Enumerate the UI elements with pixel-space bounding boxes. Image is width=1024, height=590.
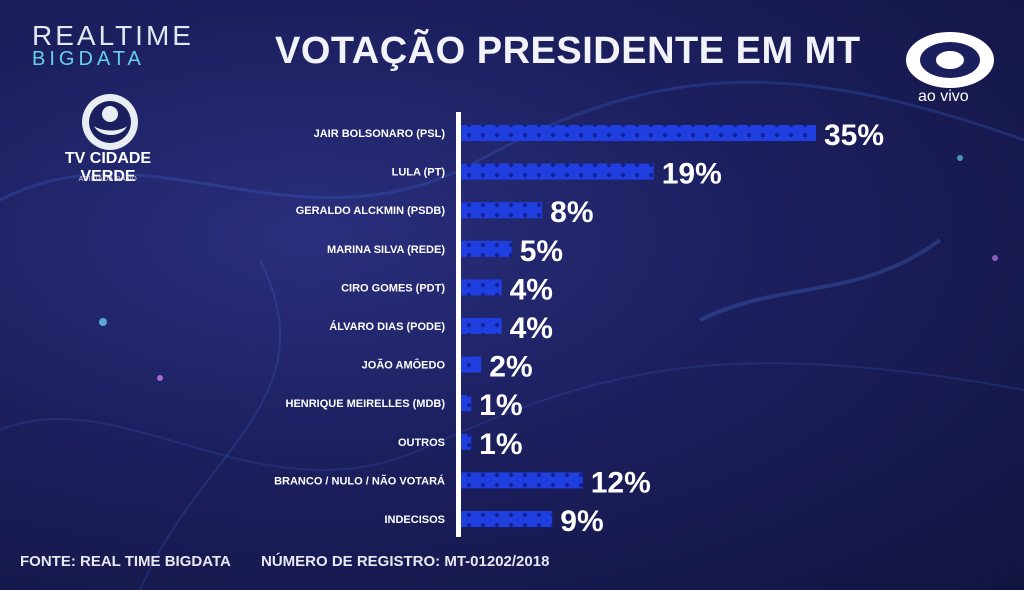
value-label: 4%: [510, 312, 553, 345]
live-label: ao vivo: [918, 88, 969, 105]
chart-axis-line: [456, 112, 461, 537]
footer-source: FONTE: REAL TIME BIGDATA: [20, 553, 231, 570]
category-label: BRANCO / NULO / NÃO VOTARÁ: [274, 474, 445, 487]
value-label: 35%: [824, 119, 884, 152]
bar: [461, 511, 553, 527]
bar: [461, 472, 583, 489]
category-label: MARINA SILVA (REDE): [327, 244, 445, 256]
brand-line-bigdata: BIGDATA: [32, 48, 145, 70]
category-label: JOÃO AMÔEDO: [362, 359, 446, 372]
bar: [461, 395, 472, 412]
band-logo-icon: [906, 32, 994, 88]
chart-footer: FONTE: REAL TIME BIGDATA NÚMERO DE REGIS…: [20, 553, 575, 570]
bar: [461, 125, 816, 141]
bar: [461, 240, 512, 257]
value-label: 1%: [479, 428, 522, 461]
bar: [461, 202, 543, 219]
category-label: ÁLVARO DIAS (PODE): [329, 320, 445, 333]
tv-cidade-verde-logo-icon: [82, 94, 138, 150]
bar: [461, 356, 482, 373]
category-label: LULA (PT): [392, 167, 446, 179]
category-label: OUTROS: [398, 437, 445, 449]
chart-title: VOTAÇÃO PRESIDENTE EM MT: [275, 30, 861, 72]
value-label: 12%: [591, 466, 651, 499]
bar: [461, 163, 654, 180]
value-label: 4%: [510, 273, 553, 306]
footer-registration: NÚMERO DE REGISTRO: MT-01202/2018: [261, 553, 550, 570]
value-label: 8%: [550, 196, 593, 229]
brand-line-realtime: REALTIME: [32, 20, 194, 51]
value-label: 2%: [489, 351, 532, 384]
tv-channel-affiliation: AFILIADA BAND: [78, 176, 138, 183]
realtime-bigdata-logo: REALTIME BIGDATA: [32, 20, 194, 71]
category-label: JAIR BOLSONARO (PSL): [314, 128, 446, 140]
category-label: HENRIQUE MEIRELLES (MDB): [286, 398, 446, 410]
category-label: CIRO GOMES (PDT): [341, 282, 445, 294]
value-label: 19%: [662, 158, 722, 191]
category-label: INDECISOS: [384, 514, 445, 526]
bar: [461, 433, 472, 450]
tv-channel-name: TV CIDADE VERDE: [64, 150, 152, 185]
value-label: 5%: [520, 235, 563, 268]
value-label: 9%: [560, 505, 603, 538]
value-label: 1%: [479, 389, 522, 422]
bar: [461, 279, 502, 296]
bar: [461, 318, 502, 334]
category-label: GERALDO ALCKMIN (PSDB): [296, 205, 446, 217]
